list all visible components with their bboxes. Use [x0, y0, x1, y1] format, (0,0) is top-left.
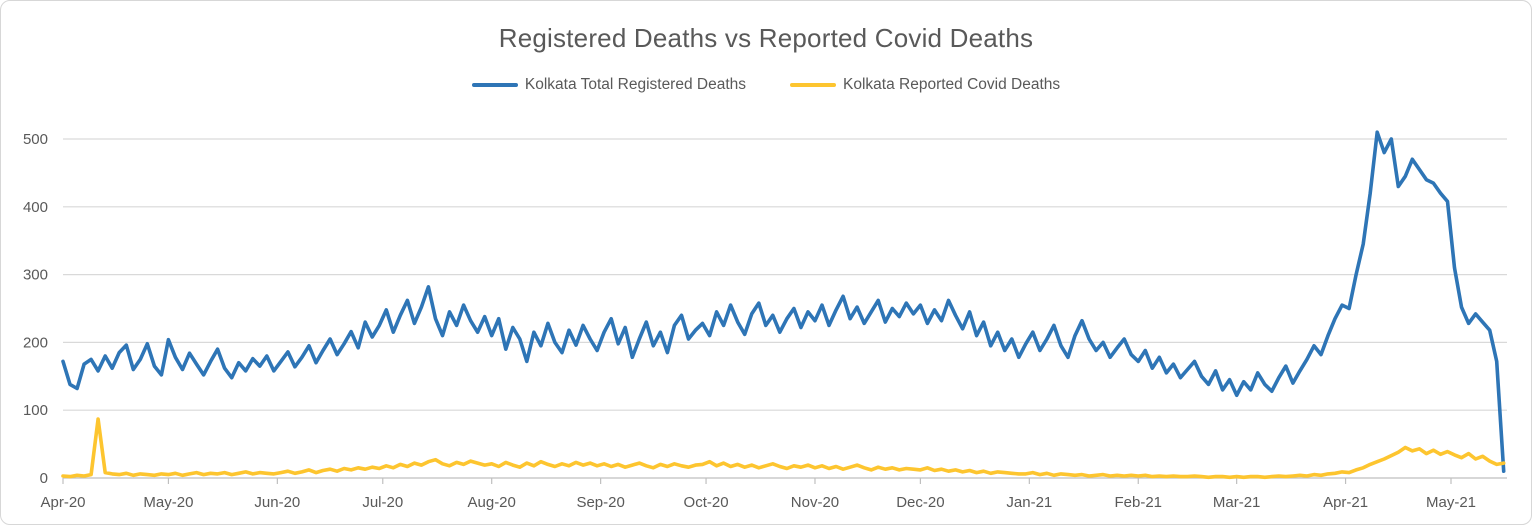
legend-line-swatch-yellow	[790, 82, 837, 88]
x-tick-label-Apr-20: Apr-20	[40, 494, 85, 511]
y-tick-label-500: 500	[23, 131, 48, 148]
legend-label-covid-deaths: Kolkata Reported Covid Deaths	[843, 76, 1061, 93]
y-tick-label-300: 300	[23, 267, 48, 284]
legend-item-covid-deaths: Kolkata Reported Covid Deaths	[790, 76, 1060, 94]
legend-line-swatch-blue	[471, 82, 518, 88]
x-tick-label-May-21: May-21	[1426, 494, 1476, 511]
series-line-kolkata-total-registered-deaths	[61, 130, 1506, 474]
y-tick-label-400: 400	[23, 199, 48, 216]
y-tick-label-200: 200	[23, 334, 48, 351]
legend: Kolkata Total Registered Deaths Kolkata …	[1, 76, 1531, 94]
x-tick-label-Jan-21: Jan-21	[1006, 494, 1052, 511]
chart-title: Registered Deaths vs Reported Covid Deat…	[498, 23, 1034, 53]
y-tick-label-100: 100	[23, 402, 48, 419]
x-tick-label-Jun-20: Jun-20	[254, 494, 300, 511]
x-tick-label-Mar-21: Mar-21	[1213, 494, 1261, 511]
x-tick-label-Nov-20: Nov-20	[791, 494, 839, 511]
x-tick-label-Jul-20: Jul-20	[362, 494, 403, 511]
x-tick-label-Aug-20: Aug-20	[468, 494, 516, 511]
x-tick-label-May-20: May-20	[143, 494, 193, 511]
legend-label-registered-deaths: Kolkata Total Registered Deaths	[524, 76, 747, 93]
x-tick-label-Feb-21: Feb-21	[1114, 494, 1162, 511]
legend-item-registered-deaths: Kolkata Total Registered Deaths	[471, 76, 747, 94]
x-tick-label-Oct-20: Oct-20	[684, 494, 729, 511]
x-tick-label-Sep-20: Sep-20	[576, 494, 624, 511]
y-tick-label-0: 0	[40, 470, 48, 487]
x-tick-label-Apr-21: Apr-21	[1323, 494, 1368, 511]
x-tick-label-Dec-20: Dec-20	[896, 494, 944, 511]
series-line-kolkata-reported-covid-deaths	[61, 417, 1506, 480]
